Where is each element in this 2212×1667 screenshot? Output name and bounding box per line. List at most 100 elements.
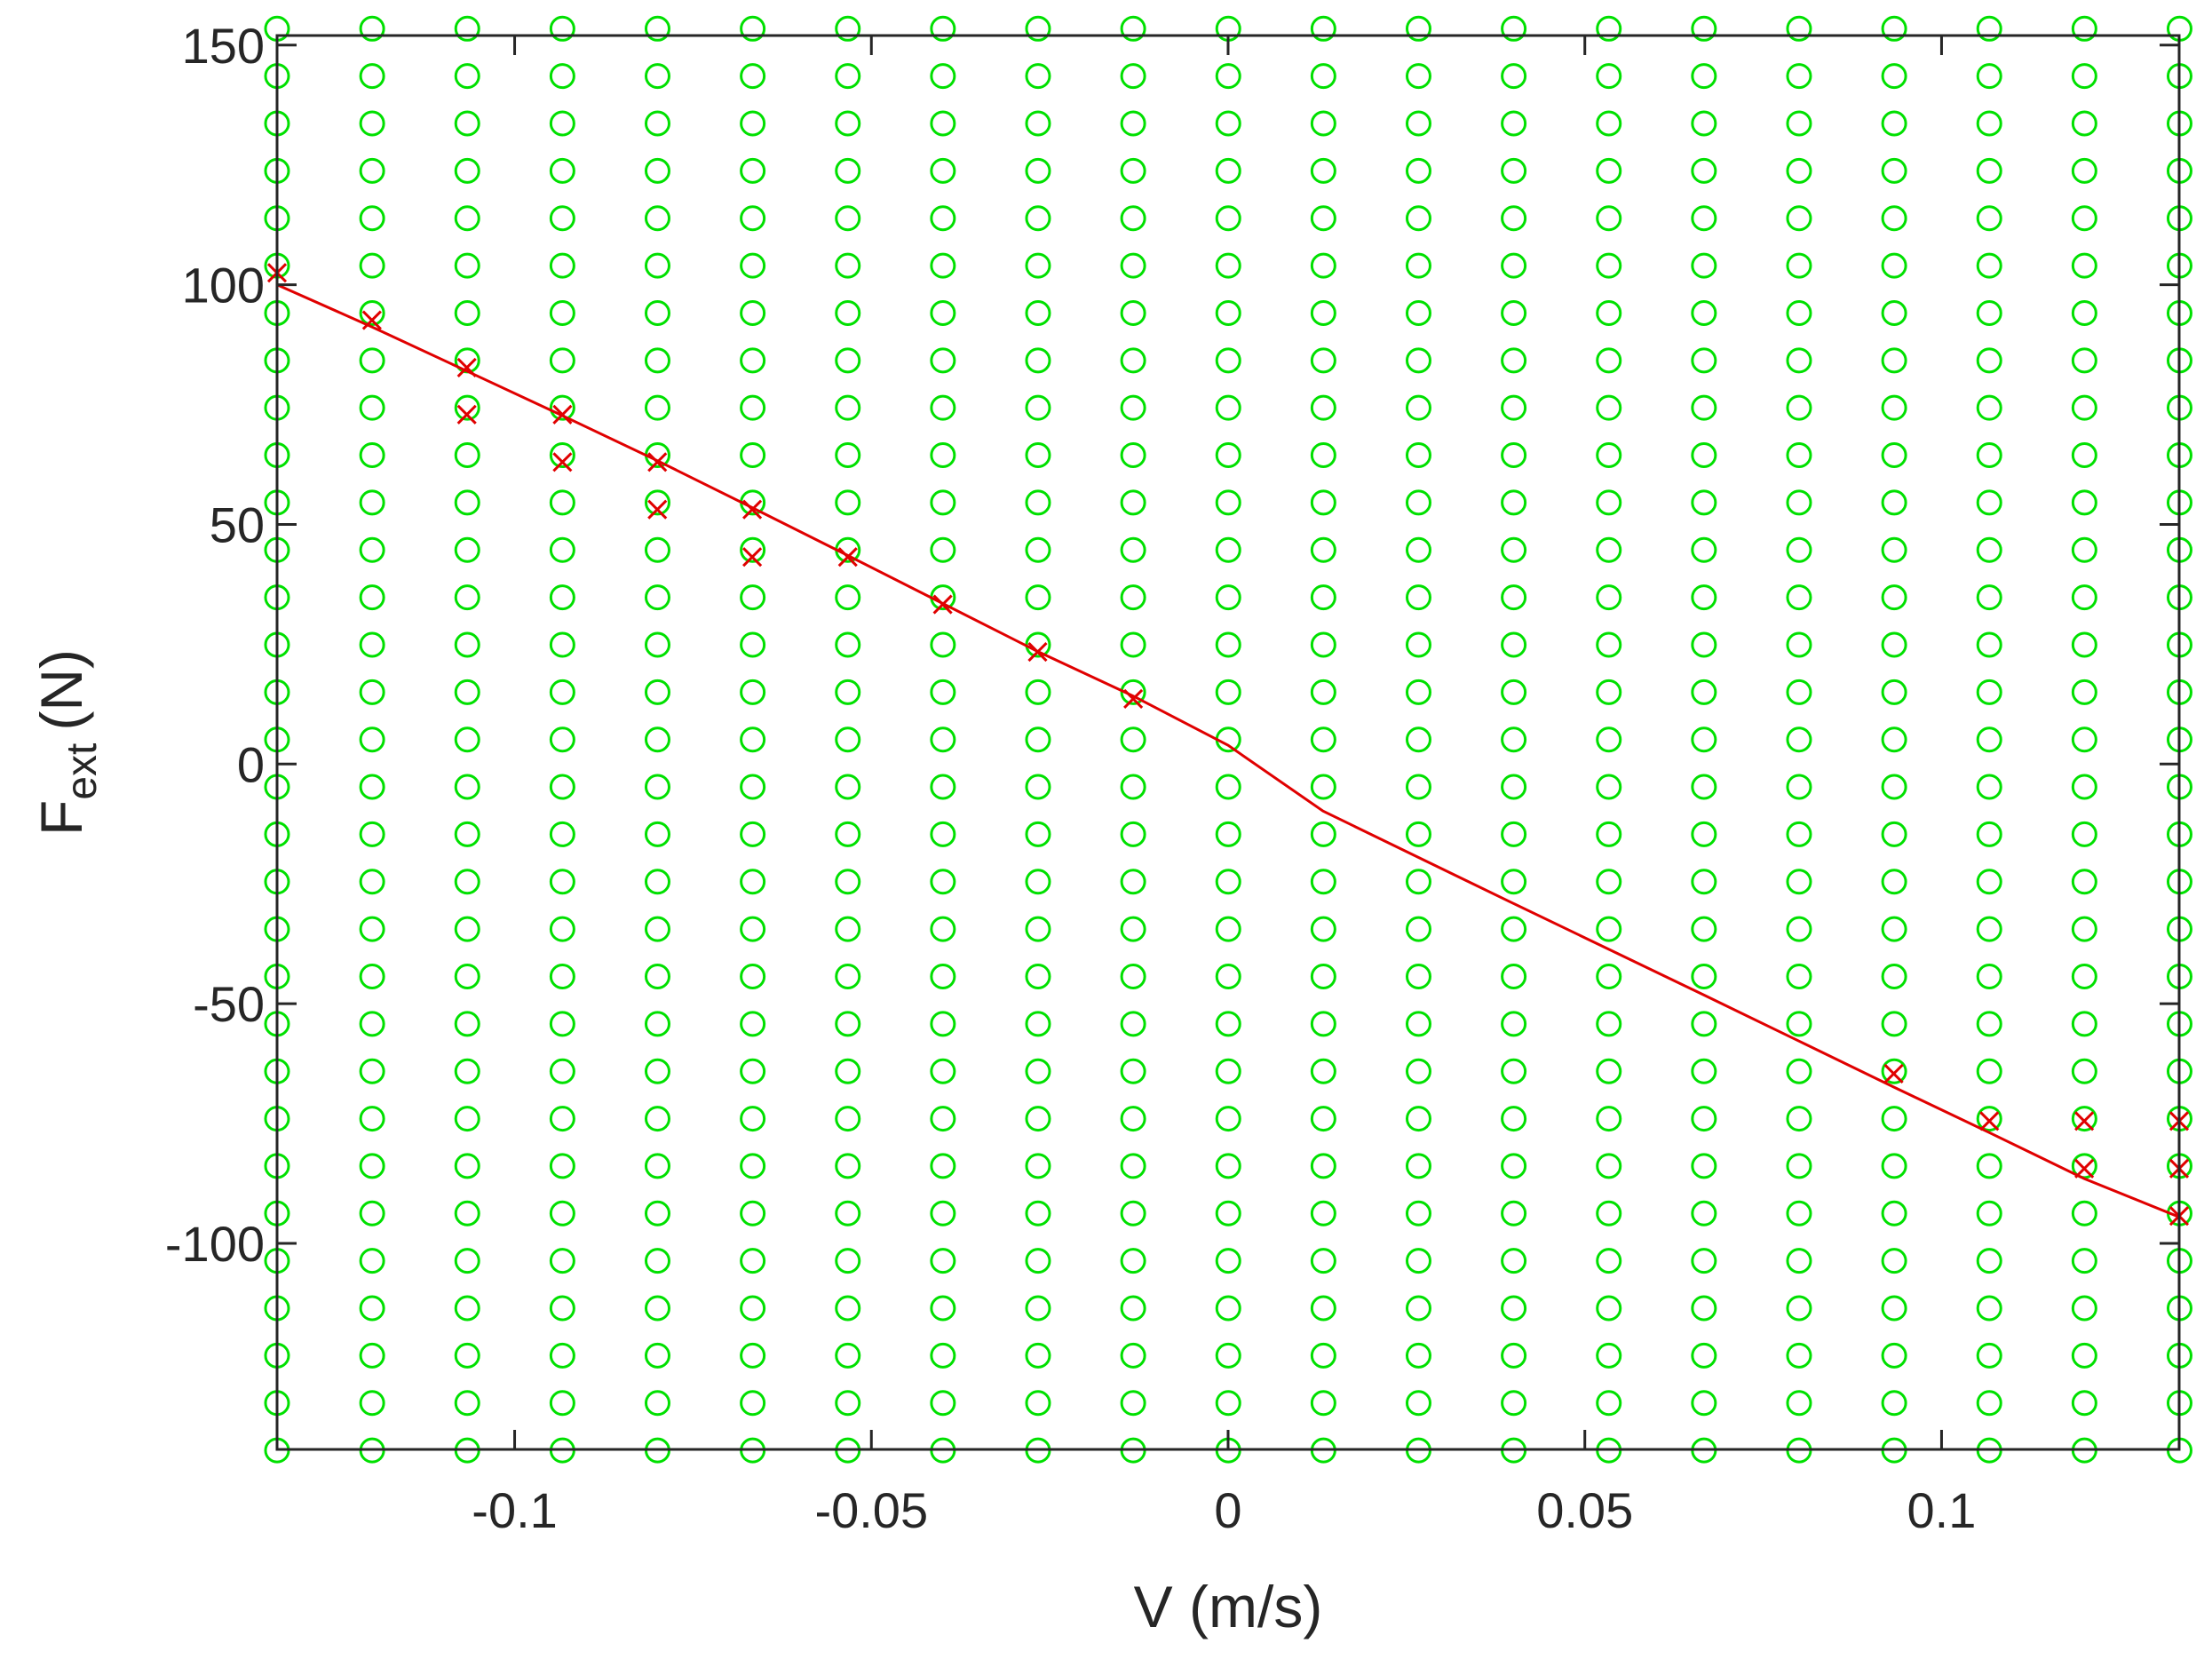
circle-marker [1501, 1295, 1527, 1322]
circle-marker [1405, 1295, 1431, 1322]
circle-marker [1025, 442, 1051, 469]
circle-marker [549, 252, 575, 279]
circle-marker [1786, 442, 1812, 469]
circle-marker [1405, 821, 1431, 847]
circle-marker [1405, 15, 1431, 42]
circle-marker [2071, 205, 2097, 232]
circle-marker [2071, 489, 2097, 516]
circle-marker [1501, 489, 1527, 516]
circle-marker [930, 1390, 956, 1417]
circle-marker [1120, 252, 1146, 279]
circle-marker [454, 442, 480, 469]
circle-marker [835, 1153, 861, 1179]
circle-marker [1310, 1248, 1336, 1274]
circle-marker [549, 1295, 575, 1322]
circle-marker [1120, 205, 1146, 232]
circle-marker [454, 15, 480, 42]
y-axis-label-main: F [28, 800, 94, 836]
circle-marker [1881, 1200, 1907, 1226]
circle-marker [1215, 489, 1241, 516]
circle-marker [1310, 536, 1336, 563]
circle-marker [359, 394, 385, 421]
circle-marker [454, 299, 480, 326]
circle-marker [1025, 1200, 1051, 1226]
circle-marker [1881, 1248, 1907, 1274]
circle-marker [1405, 536, 1431, 563]
circle-marker [549, 63, 575, 90]
circle-marker [1976, 347, 2002, 374]
x-axis-ticks: -0.1 -0.05 0 0.05 0.1 [472, 36, 1976, 1538]
circle-marker [1215, 1342, 1241, 1369]
circle-marker [1120, 1295, 1146, 1322]
circle-marker [1025, 1058, 1051, 1084]
circle-marker [1881, 157, 1907, 184]
circle-marker [930, 916, 956, 942]
circle-marker [1501, 1390, 1527, 1417]
circle-marker [2071, 110, 2097, 137]
circle-marker [835, 489, 861, 516]
circle-marker [1786, 63, 1812, 90]
circle-marker [1215, 157, 1241, 184]
circle-marker [740, 1342, 766, 1369]
circle-marker [930, 1295, 956, 1322]
circle-marker [549, 536, 575, 563]
circle-marker [930, 252, 956, 279]
circle-marker [454, 63, 480, 90]
circle-marker [1215, 963, 1241, 989]
circle-marker [454, 916, 480, 942]
circle-marker [1596, 536, 1622, 563]
circle-marker [1501, 1153, 1527, 1179]
circle-marker [549, 774, 575, 800]
circle-marker [1596, 1342, 1622, 1369]
circle-marker [1786, 347, 1812, 374]
circle-marker [1786, 1011, 1812, 1037]
circle-marker [549, 1248, 575, 1274]
circle-marker [1596, 631, 1622, 658]
circle-marker [2071, 1200, 2097, 1226]
circle-marker [1501, 205, 1527, 232]
circle-marker [740, 963, 766, 989]
circle-marker [1881, 774, 1907, 800]
circle-marker [1215, 1390, 1241, 1417]
circle-marker [1120, 299, 1146, 326]
circle-marker [1025, 1153, 1051, 1179]
circle-marker [359, 205, 385, 232]
circle-marker [1501, 726, 1527, 753]
circle-marker [454, 536, 480, 563]
circle-marker [740, 726, 766, 753]
circle-marker [740, 15, 766, 42]
cross-markers [266, 263, 2190, 1226]
circle-marker [740, 1200, 766, 1226]
circle-marker [1310, 63, 1336, 90]
circle-marker [1025, 1390, 1051, 1417]
circle-marker [835, 1200, 861, 1226]
circle-marker [835, 442, 861, 469]
circle-marker [454, 1106, 480, 1132]
circle-marker [1501, 821, 1527, 847]
circle-marker [740, 869, 766, 895]
circle-marker [740, 157, 766, 184]
circle-marker [1596, 157, 1622, 184]
circle-marker [1786, 1342, 1812, 1369]
circle-marker [1976, 442, 2002, 469]
circle-marker [1310, 584, 1336, 611]
circle-marker [740, 1390, 766, 1417]
circle-marker [1976, 63, 2002, 90]
circle-marker [1120, 157, 1146, 184]
circle-marker [1025, 1295, 1051, 1322]
circle-marker [835, 584, 861, 611]
circle-marker [454, 1295, 480, 1322]
circle-marker [1025, 1106, 1051, 1132]
circle-marker [1120, 1058, 1146, 1084]
y-tick-label: 100 [182, 258, 265, 314]
circle-marker [454, 1248, 480, 1274]
circle-marker [1881, 536, 1907, 563]
circle-marker [1691, 631, 1717, 658]
circle-marker [359, 252, 385, 279]
circle-marker [1976, 1390, 2002, 1417]
circle-marker [454, 157, 480, 184]
circle-marker [1215, 631, 1241, 658]
circle-marker [1025, 963, 1051, 989]
circle-marker [1691, 963, 1717, 989]
circle-marker [1025, 821, 1051, 847]
